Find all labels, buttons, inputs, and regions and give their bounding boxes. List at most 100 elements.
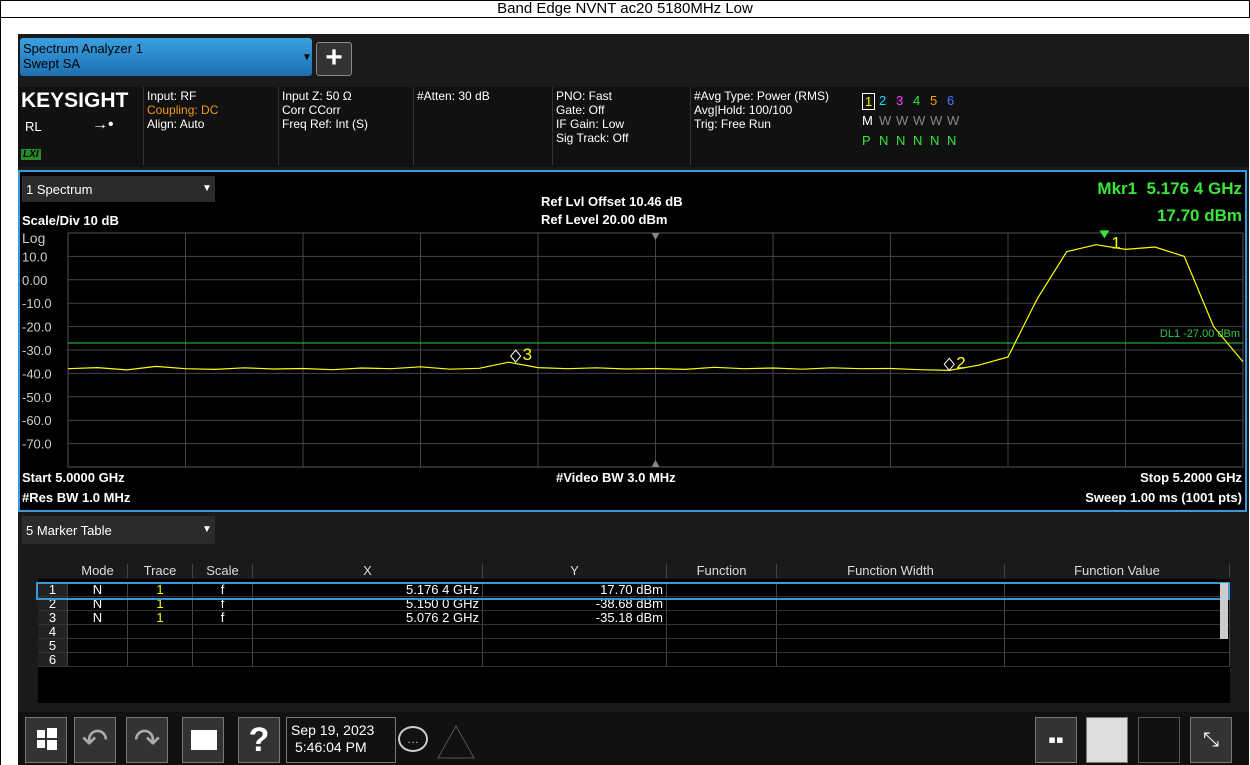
file-button[interactable]	[182, 717, 224, 763]
input-icon: →•	[92, 116, 114, 133]
marker	[943, 357, 955, 372]
table-cell	[1005, 597, 1230, 611]
table-cell	[667, 583, 777, 597]
fullscreen-button[interactable]: ⤡	[1190, 717, 1232, 763]
table-cell	[128, 653, 193, 667]
setting: Gate: Off	[556, 103, 605, 117]
trace-indicator: N	[896, 133, 906, 148]
setting: #Atten: 30 dB	[417, 89, 490, 103]
trace-indicator: N	[947, 133, 957, 148]
marker-readout-y: 17.70 dBm	[1156, 206, 1242, 225]
windows-button[interactable]	[25, 717, 67, 763]
table-cell	[777, 653, 1005, 667]
setting: Corr CCorr	[282, 103, 341, 117]
dropdown-arrow: ▼	[202, 183, 212, 194]
setting: Freq Ref: Int (S)	[282, 117, 369, 131]
redo-button[interactable]: ↷	[126, 717, 168, 763]
spectrum-plot: 10.0 0.00 -10.0 -20.0 -30.0 -40.0 -50.0 -60.0 -7…	[22, 230, 1244, 468]
table-cell	[483, 639, 667, 653]
help-button[interactable]: ?	[238, 717, 280, 763]
y-tick-label: -40.0	[22, 366, 52, 381]
layout-button[interactable]: ▪▪	[1035, 717, 1077, 763]
window-selector[interactable]: 1 Spectrum ▼	[22, 176, 215, 202]
table-cell	[483, 625, 667, 639]
column-header: Function Value	[1005, 564, 1230, 578]
setting: Sig Track: Off	[556, 131, 629, 145]
table-cell: 1	[38, 583, 68, 597]
scale-type: Log	[22, 230, 46, 246]
table-cell: 1	[128, 611, 193, 625]
table-cell: 6	[38, 653, 68, 667]
brand: KEYSIGHT	[21, 89, 129, 112]
trace-indicator: W	[947, 113, 960, 128]
marker	[1099, 230, 1110, 239]
column-header: Mode	[68, 564, 128, 578]
table-cell	[777, 597, 1005, 611]
marker	[510, 349, 522, 363]
settings-column: Input Z: 50 Ω Corr CCorr Freq Ref: Int (S)	[278, 87, 412, 165]
sweep: Sweep 1.00 ms (1001 pts)	[1085, 490, 1242, 505]
window-name: 5 Marker Table	[26, 523, 112, 538]
setting: #Avg Type: Power (RMS)	[694, 89, 829, 103]
zoom-button[interactable]	[1138, 717, 1180, 763]
trace-indicator: P	[862, 133, 871, 148]
table-cell: N	[68, 597, 128, 611]
trace-indicator: 2	[879, 93, 887, 108]
table-cell	[483, 653, 667, 667]
trace-indicator: M	[862, 113, 873, 128]
center-marker	[651, 460, 660, 467]
setting: Input Z: 50 Ω	[282, 89, 352, 103]
table-cell: 1	[128, 583, 193, 597]
y-tick-label: -10.0	[22, 296, 52, 311]
column-header: Function	[667, 564, 777, 578]
rl-indicator: RL	[25, 119, 42, 134]
tab-mode: Swept SA	[23, 56, 81, 71]
trace-indicator: N	[930, 133, 940, 148]
column-header: Scale	[193, 564, 253, 578]
column-header: X	[253, 564, 483, 578]
message-button[interactable]: …	[398, 726, 428, 752]
toolbar: ↶ ↷ ? Sep 19, 2023 5:46:04 PM … ▪▪ ⤡	[18, 712, 1249, 765]
settings-column: #Avg Type: Power (RMS) Avg|Hold: 100/100 T…	[690, 87, 854, 165]
table-cell: 2	[38, 597, 68, 611]
add-button[interactable]: +	[316, 42, 352, 76]
trace-indicator: 5	[930, 93, 938, 108]
table-cell: f	[193, 597, 253, 611]
trace-indicator: N	[913, 133, 923, 148]
table-cell	[68, 639, 128, 653]
marker-label: 1	[1111, 233, 1120, 252]
window-selector[interactable]: 5 Marker Table ▼	[22, 516, 215, 544]
marker-readout-x: Mkr1 5.176 4 GHz	[1097, 179, 1242, 199]
trace	[67, 244, 1244, 372]
table-cell: 5.176 4 GHz	[253, 583, 483, 597]
table-cell	[253, 653, 483, 667]
y-tick-label: -70.0	[22, 437, 52, 452]
y-tick-label: -50.0	[22, 390, 52, 405]
table-cell: -38.68 dBm	[483, 597, 667, 611]
trace-indicator: W	[896, 113, 909, 128]
column-header: Y	[483, 564, 667, 578]
table-cell	[253, 639, 483, 653]
table-cell	[128, 639, 193, 653]
scrollbar	[1220, 583, 1228, 639]
undo-button[interactable]: ↶	[74, 717, 116, 763]
settings-bar	[18, 87, 1249, 167]
setting: Align: Auto	[147, 117, 205, 131]
touch-button[interactable]	[1086, 717, 1128, 763]
table-cell	[777, 583, 1005, 597]
marker-label: 2	[956, 353, 965, 372]
marker-label: 3	[523, 345, 532, 364]
dropdown-arrow: ▼	[302, 52, 312, 63]
table-cell: -35.18 dBm	[483, 611, 667, 625]
table-cell	[68, 625, 128, 639]
table-cell	[128, 625, 193, 639]
display-line-label: DL1 -27.00 dBm	[1160, 328, 1240, 340]
table-cell: 4	[38, 625, 68, 639]
y-tick-label: 10.0	[22, 249, 47, 264]
analyzer-tab[interactable]: Spectrum Analyzer 1 Swept SA ▼	[20, 38, 312, 76]
ref-level: Ref Level 20.00 dBm	[541, 212, 668, 227]
column-header: Trace	[128, 564, 193, 578]
setting: Coupling: DC	[147, 103, 219, 117]
